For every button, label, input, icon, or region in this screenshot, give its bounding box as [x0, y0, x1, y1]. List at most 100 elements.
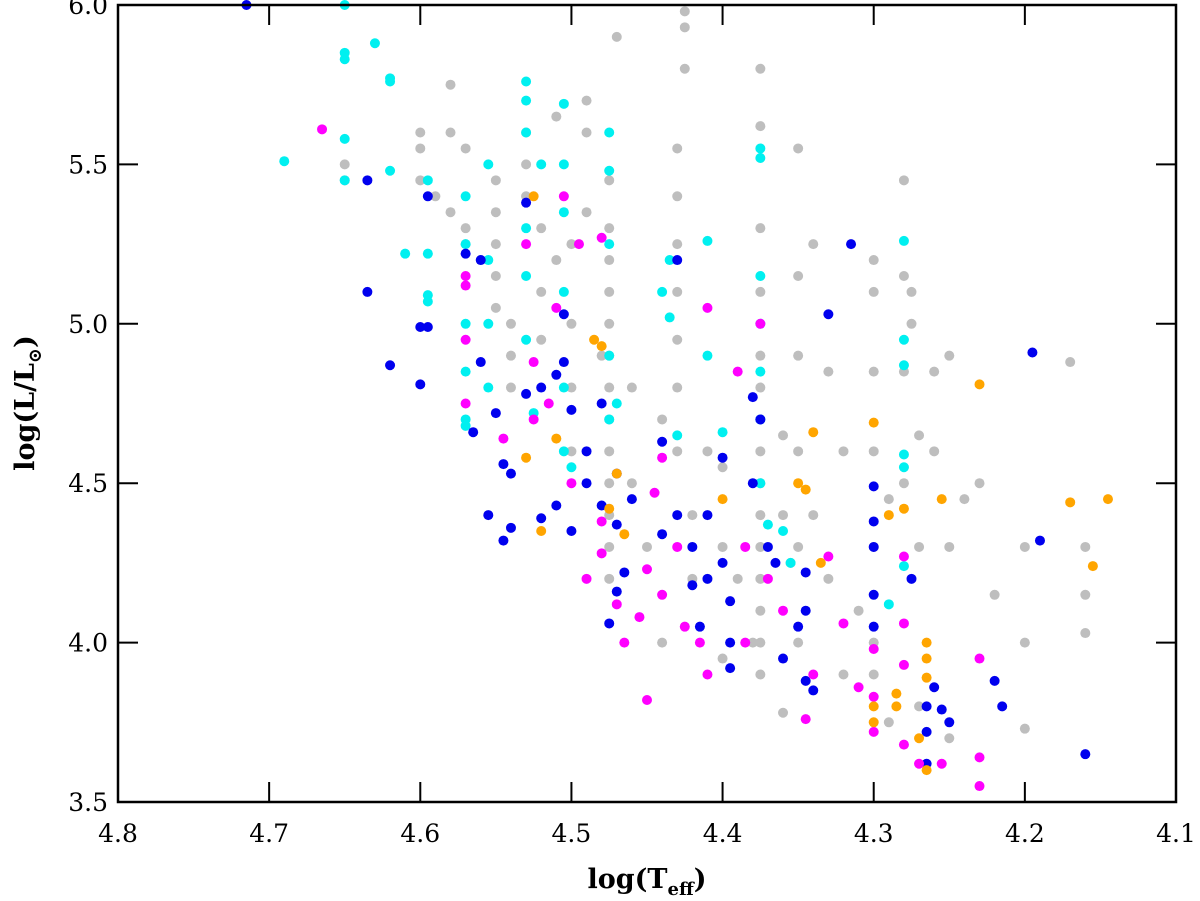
x-tick-label: 4.2 [1005, 819, 1045, 848]
data-point-blue [536, 382, 547, 393]
data-point-blue [702, 510, 713, 521]
data-point-magenta [974, 653, 985, 664]
data-point-cyan [604, 165, 615, 176]
data-point-gray [883, 717, 894, 728]
data-point-gray [755, 541, 766, 552]
data-point-gray [551, 255, 562, 266]
data-point-cyan [521, 127, 532, 138]
data-point-gray [1019, 541, 1030, 552]
data-point-gray [672, 382, 683, 393]
data-point-blue [468, 427, 479, 438]
data-point-gray [445, 207, 456, 218]
data-point-cyan [385, 76, 396, 87]
data-point-magenta [898, 739, 909, 750]
data-point-blue [747, 392, 758, 403]
data-point-cyan [558, 382, 569, 393]
data-point-gray [755, 669, 766, 680]
data-point-gray [793, 350, 804, 361]
data-point-blue [936, 704, 947, 715]
data-point-gray [687, 510, 698, 521]
data-point-orange [868, 701, 879, 712]
data-point-gray [505, 350, 516, 361]
data-point-blue [596, 500, 607, 511]
data-point-blue [490, 408, 501, 419]
data-point-gray [1080, 628, 1091, 639]
data-point-cyan [521, 270, 532, 281]
data-point-orange [921, 672, 932, 683]
data-point-cyan [558, 286, 569, 297]
data-point-orange [717, 494, 728, 505]
data-point-blue [944, 717, 955, 728]
data-point-cyan [672, 430, 683, 441]
data-point-gray [808, 239, 819, 250]
data-point-blue [596, 398, 607, 409]
y-tick-label: 3.5 [68, 788, 108, 817]
data-point-magenta [740, 541, 751, 552]
data-point-orange [611, 468, 622, 479]
data-point-gray [974, 478, 985, 489]
data-point-blue [868, 621, 879, 632]
data-point-cyan [521, 95, 532, 106]
data-point-cyan [611, 398, 622, 409]
data-points [241, 0, 1113, 792]
data-point-gray [755, 223, 766, 234]
data-point-blue [611, 519, 622, 530]
data-point-blue [868, 589, 879, 600]
data-point-orange [808, 427, 819, 438]
data-point-blue [725, 596, 736, 607]
data-point-cyan [339, 133, 350, 144]
data-point-gray [490, 270, 501, 281]
data-point-blue [778, 653, 789, 664]
data-point-orange [921, 765, 932, 776]
data-point-magenta [528, 414, 539, 425]
data-point-gray [868, 669, 879, 680]
data-point-blue [800, 605, 811, 616]
data-point-orange [528, 191, 539, 202]
data-point-magenta [974, 781, 985, 792]
data-point-gray [505, 318, 516, 329]
data-point-blue [921, 726, 932, 737]
data-point-blue [498, 535, 509, 546]
data-point-cyan [279, 156, 290, 167]
data-point-gray [536, 286, 547, 297]
data-point-blue [657, 529, 668, 540]
data-point-cyan [558, 446, 569, 457]
data-point-blue [505, 468, 516, 479]
data-point-blue [558, 309, 569, 320]
y-tick-label: 4.5 [68, 469, 108, 498]
data-point-gray [755, 286, 766, 297]
data-point-gray [551, 111, 562, 122]
data-point-cyan [422, 175, 433, 186]
data-point-cyan [460, 366, 471, 377]
data-point-gray [838, 669, 849, 680]
data-point-magenta [732, 366, 743, 377]
data-point-gray [604, 446, 615, 457]
data-point-blue [1080, 749, 1091, 760]
data-point-gray [717, 541, 728, 552]
data-point-gray [959, 494, 970, 505]
data-point-orange [604, 503, 615, 514]
data-point-blue [929, 682, 940, 693]
data-point-blue [415, 321, 426, 332]
data-point-gray [929, 446, 940, 457]
data-point-magenta [868, 726, 879, 737]
data-point-cyan [755, 366, 766, 377]
data-point-gray [755, 63, 766, 74]
data-point-gray [793, 637, 804, 648]
axis-ticks: 4.8 4.7 4.6 4.5 4.4 4.3 4.2 4.1 3.5 4.0 4.5 5.0 5.5 6… [68, 0, 1196, 848]
data-point-gray [747, 637, 758, 648]
data-point-gray [505, 382, 516, 393]
data-point-gray [566, 446, 577, 457]
data-point-cyan [460, 191, 471, 202]
data-point-gray [521, 159, 532, 170]
data-point-magenta [853, 682, 864, 693]
data-point-magenta [460, 270, 471, 281]
data-point-cyan [558, 207, 569, 218]
data-point-gray [604, 318, 615, 329]
data-point-gray [914, 701, 925, 712]
data-point-gray [778, 707, 789, 718]
x-axis-label: log(Teff) [587, 864, 706, 900]
data-point-magenta [596, 232, 607, 243]
data-point-blue [611, 586, 622, 597]
data-point-gray [755, 350, 766, 361]
